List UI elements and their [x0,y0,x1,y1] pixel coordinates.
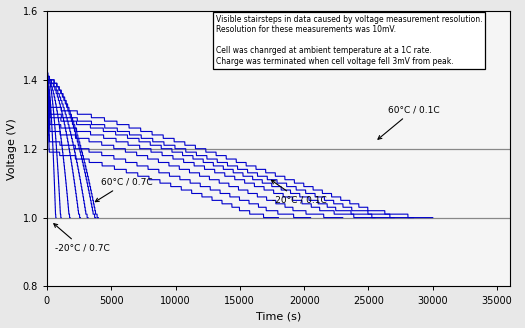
Text: -20°C / 0.7C: -20°C / 0.7C [54,224,109,253]
Text: 60°C / 0.1C: 60°C / 0.1C [378,105,439,139]
Text: Visible stairsteps in data caused by voltage measurement resolution.
Resolution : Visible stairsteps in data caused by vol… [216,15,482,66]
Text: -20°C / 0.1C: -20°C / 0.1C [271,180,327,204]
Y-axis label: Voltage (V): Voltage (V) [7,118,17,180]
Text: 60°C / 0.7C: 60°C / 0.7C [96,177,153,202]
X-axis label: Time (s): Time (s) [256,311,301,321]
